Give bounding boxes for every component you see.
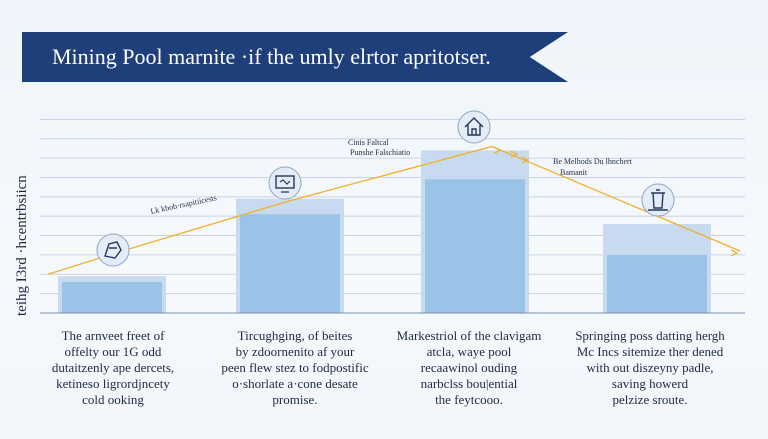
icons-layer bbox=[96, 110, 675, 267]
hand-icon bbox=[96, 233, 130, 267]
caption-3: Markestriol of the clavigam atcla, waye … bbox=[384, 328, 554, 408]
annotation-4: Be Melhods Du lhnchert bbox=[553, 157, 632, 166]
caption-line: atcla, waye pool bbox=[426, 344, 512, 359]
caption-line: offelty our 1G odd bbox=[64, 344, 162, 359]
caption-line: ketineso ligrordjncety bbox=[56, 376, 170, 391]
title-banner: Mining Pool marnite ·if the umly elrtor … bbox=[22, 32, 568, 82]
trend-line bbox=[47, 145, 741, 275]
caption-line: Tircughging, of beites bbox=[237, 328, 353, 343]
arrow-head bbox=[510, 150, 519, 158]
bar bbox=[425, 179, 525, 313]
caption-line: Mc Incs sitemize ther dened bbox=[576, 344, 724, 359]
caption-line: Springing poss datting hergh bbox=[575, 328, 725, 343]
caption-line: narbclss bou|ential bbox=[420, 376, 518, 391]
bar bbox=[62, 282, 162, 313]
house-icon bbox=[457, 110, 491, 144]
caption-line: the feytcooo. bbox=[435, 392, 503, 407]
trend-arrows bbox=[493, 146, 739, 257]
bar bbox=[240, 214, 340, 313]
caption-line: cold ooking bbox=[82, 392, 144, 407]
caption-1: The arnveet freet of offelty our 1G odd … bbox=[28, 328, 198, 408]
caption-line: with out diszeyny padle, bbox=[586, 360, 714, 375]
bars-series-2 bbox=[62, 179, 707, 313]
annotation-3: Punshe Falschiatio bbox=[350, 148, 411, 157]
caption-line: by zdoornenito af your bbox=[235, 344, 355, 359]
caption-line: o·shorlate a·cone desate bbox=[232, 376, 358, 391]
arrow-head bbox=[493, 146, 502, 154]
caption-2: Tircughging, of beites by zdoornenito af… bbox=[210, 328, 380, 408]
arrow-head bbox=[730, 249, 739, 257]
caption-line: pelzize sroute. bbox=[612, 392, 688, 407]
caption-line: The arnveet freet of bbox=[61, 328, 165, 343]
caption-line: promise. bbox=[272, 392, 318, 407]
caption-line: peen flew stez to fodpostific bbox=[221, 360, 369, 375]
caption-line: Markestriol of the clavigam bbox=[396, 328, 542, 343]
trash-icon bbox=[641, 183, 675, 217]
annotation-2: Cinis Faltcal bbox=[348, 138, 389, 147]
caption-line: dutaitzenly ape dercets, bbox=[51, 360, 175, 375]
caption-4: Springing poss datting hergh Mc Incs sit… bbox=[565, 328, 735, 408]
caption-line: saving howerd bbox=[611, 376, 689, 391]
annotation-5: Bamanit bbox=[560, 168, 588, 177]
caption-line: recaawinol ouding bbox=[420, 360, 518, 375]
monitor-icon bbox=[268, 166, 302, 200]
arrow-head bbox=[521, 156, 530, 164]
chart-title: Mining Pool marnite ·if the umly elrtor … bbox=[52, 44, 491, 69]
bar bbox=[607, 254, 707, 313]
